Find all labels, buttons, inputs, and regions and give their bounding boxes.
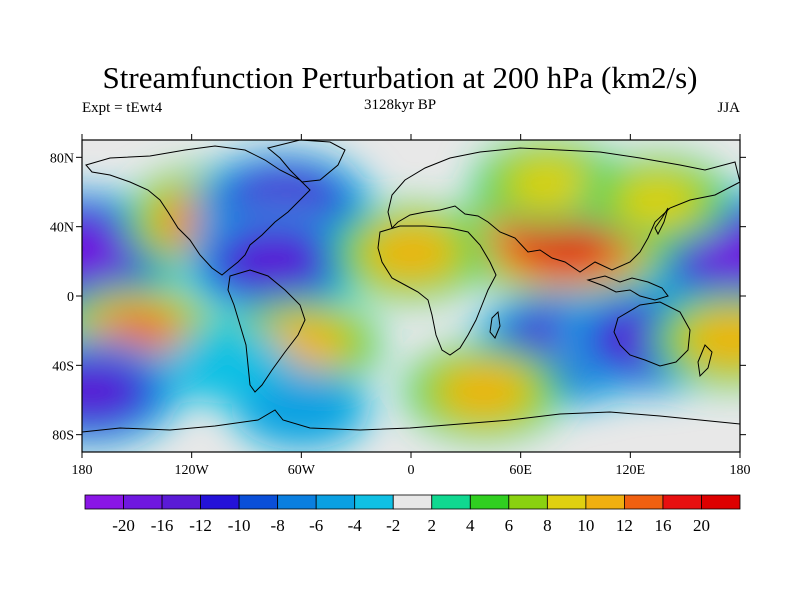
- y-axis: 80N 40N 0 40S 80S: [50, 151, 746, 444]
- time-label: 3128kyr BP: [363, 97, 437, 113]
- colorbar-label: -8: [271, 516, 285, 535]
- south-america-coast: [227, 269, 306, 393]
- colorbar-swatch: [624, 494, 664, 510]
- colorbar-label: -16: [151, 516, 174, 535]
- colorbar-label: -20: [112, 516, 135, 535]
- x-tick-label: 0: [408, 463, 415, 478]
- new-zealand-coast: [697, 344, 713, 378]
- colorbar-swatch: [354, 494, 394, 510]
- y-tick-label: 40S: [52, 359, 74, 374]
- y-tick-label: 80S: [52, 429, 74, 444]
- field-contour-arctic-asia-high: [506, 158, 591, 209]
- north-america-coast: [85, 145, 311, 276]
- colorbar-label: -12: [189, 516, 212, 535]
- greenland-coast: [266, 140, 346, 183]
- field-contour-saharan-high: [371, 228, 451, 277]
- streamfunction-field: [82, 140, 740, 451]
- field-contour-se-pacific-low: [82, 363, 138, 420]
- europe-asia-coast: [387, 147, 740, 273]
- field-contour-antarctic-peninsula-low: [244, 374, 359, 443]
- maritime-continent-coast: [586, 275, 669, 301]
- colorbar-swatch: [392, 494, 433, 510]
- field-contour-tasman-high: [690, 315, 740, 364]
- colorbar-swatch: [200, 494, 240, 510]
- madagascar-coast: [489, 310, 501, 339]
- antarctica-coast: [82, 409, 740, 433]
- field-contour-n-pacific-low-wrap: [695, 226, 740, 280]
- colorbar-label: 2: [428, 516, 437, 535]
- colorbar-swatch: [701, 494, 741, 510]
- coastlines: [82, 140, 740, 433]
- y-tick-label: 0: [67, 290, 74, 305]
- colorbar-label: -4: [348, 516, 363, 535]
- colorbar-swatch: [84, 494, 124, 510]
- colorbar-swatch: [315, 494, 356, 510]
- field-contour-siberian-east-high: [615, 175, 700, 226]
- x-tick-label: 60E: [509, 463, 532, 478]
- colorbar-swatch: [508, 494, 548, 510]
- season-label: JJA: [717, 100, 740, 116]
- colorbar-swatch: [123, 494, 163, 510]
- australia-coast: [613, 301, 691, 367]
- x-tick-label: 180: [72, 463, 93, 478]
- colorbar-swatch: [546, 494, 587, 510]
- colorbar-label: -6: [309, 516, 323, 535]
- map-panel: 180 120W 60W 0 60E 120E 180 80N 40N 0 40S 80S: [50, 134, 751, 478]
- colorbar-swatch: [585, 494, 625, 510]
- x-tick-label: 180: [730, 463, 751, 478]
- colorbar-label: 16: [654, 516, 671, 535]
- colorbar-swatch: [469, 494, 510, 510]
- colorbar-label: 20: [693, 516, 710, 535]
- colorbar-label: 8: [543, 516, 552, 535]
- colorbar-swatch: [662, 494, 702, 510]
- colorbar-swatch: [277, 494, 317, 510]
- plot-title: Streamfunction Perturbation at 200 hPa (…: [102, 60, 698, 95]
- field-contour-n-pacific-low: [82, 226, 127, 280]
- africa-coast: [377, 225, 497, 356]
- colorbar-swatch: [161, 494, 201, 510]
- colorbar-label: 10: [577, 516, 594, 535]
- x-tick-label: 120E: [616, 463, 646, 478]
- colorbar-label: 6: [505, 516, 514, 535]
- japan-coast: [654, 207, 669, 236]
- colorbar-label: -10: [228, 516, 251, 535]
- colorbar-label: 12: [616, 516, 633, 535]
- field-contour-southern-ocean-high: [444, 367, 525, 416]
- colorbar-swatch: [238, 494, 279, 510]
- x-tick-label: 60W: [288, 463, 316, 478]
- colorbar: -20 -16 -12 -10 -8 -6 -4 -2 2 4 6 8 10 12 16 20: [84, 494, 741, 535]
- colorbar-swatch: [431, 494, 471, 510]
- x-tick-label: 120W: [175, 463, 210, 478]
- colorbar-label: 4: [466, 516, 475, 535]
- y-tick-label: 40N: [50, 221, 74, 236]
- x-axis: 180 120W 60W 0 60E 120E 180: [72, 134, 751, 478]
- colorbar-label: -2: [386, 516, 400, 535]
- field-contour-caribbean-low: [227, 233, 321, 290]
- y-tick-label: 80N: [50, 151, 74, 166]
- experiment-label: Expt = tEwt4: [82, 100, 163, 116]
